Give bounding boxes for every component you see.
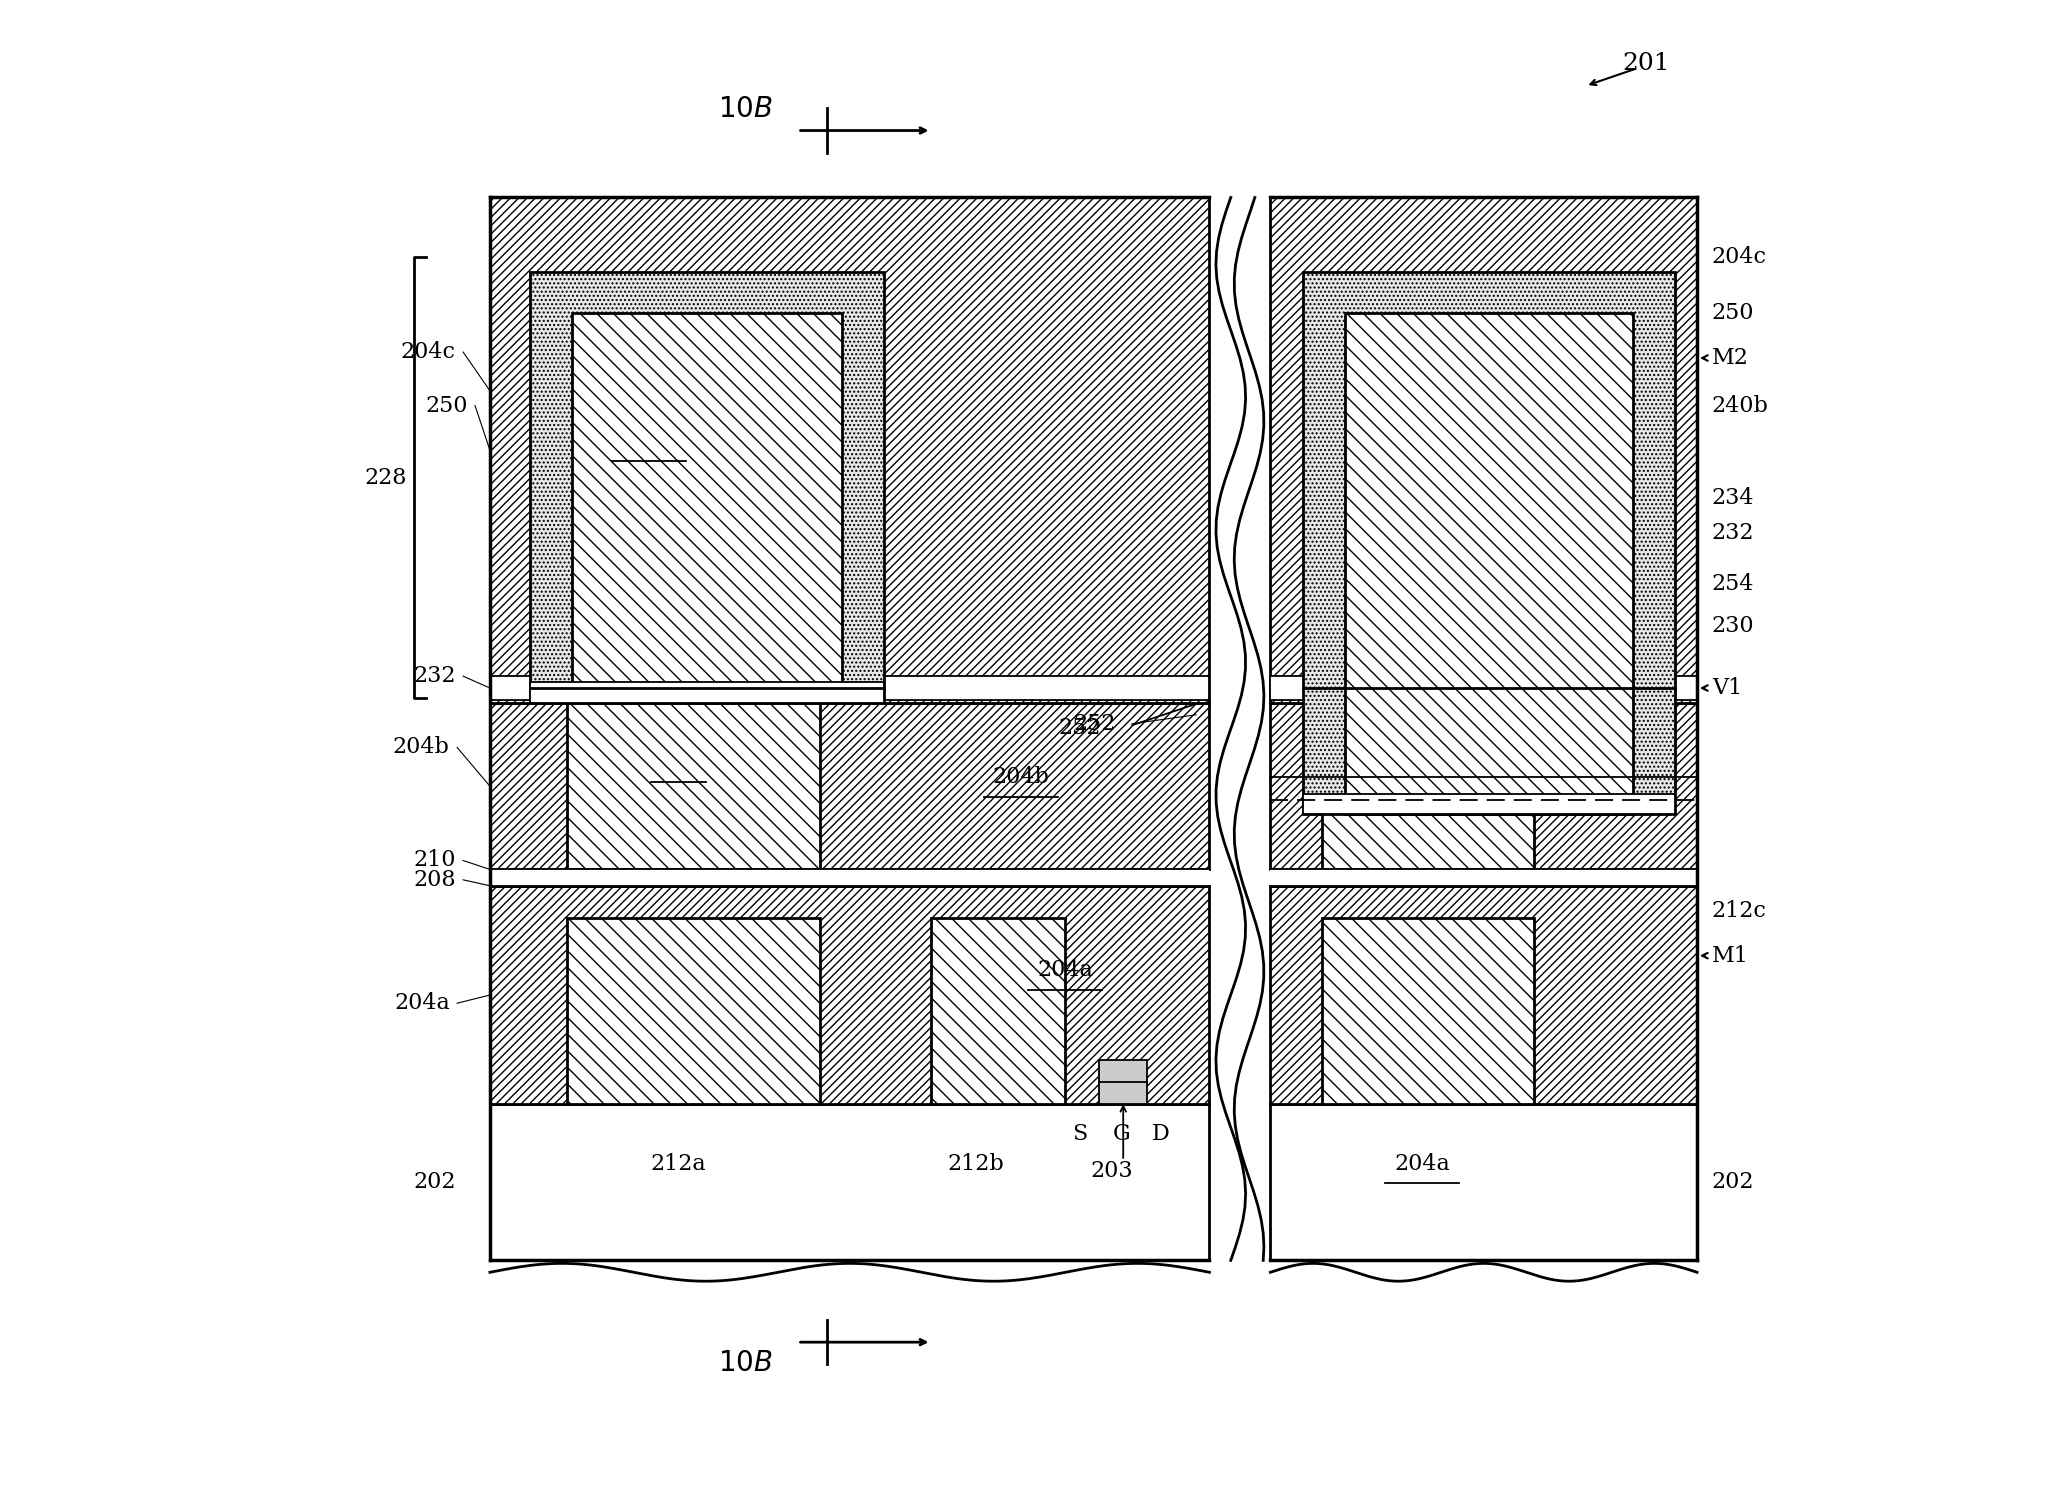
- Text: 240a: 240a: [621, 431, 677, 453]
- Bar: [1100, 1060, 1147, 1105]
- Bar: [1270, 703, 1696, 870]
- Bar: [1270, 676, 1696, 700]
- Text: 210: 210: [414, 849, 456, 872]
- Bar: [491, 197, 1209, 1260]
- Bar: [567, 703, 820, 870]
- Bar: [1323, 918, 1533, 1105]
- Text: 204c: 204c: [1713, 245, 1767, 268]
- Bar: [491, 885, 1209, 1105]
- Text: 204a: 204a: [1394, 1153, 1450, 1175]
- Text: 250: 250: [425, 395, 468, 417]
- Text: 212a: 212a: [650, 1153, 706, 1175]
- Text: 230: 230: [1713, 614, 1754, 637]
- Text: 204a: 204a: [393, 993, 449, 1014]
- Text: 228: 228: [364, 466, 406, 489]
- Bar: [1303, 794, 1675, 815]
- Text: 240b: 240b: [1713, 395, 1769, 417]
- Bar: [1303, 272, 1675, 815]
- Bar: [572, 314, 843, 703]
- Text: 204a: 204a: [1038, 960, 1093, 982]
- Bar: [491, 197, 1209, 703]
- Text: 204c: 204c: [400, 341, 456, 363]
- Bar: [1344, 314, 1634, 815]
- Bar: [491, 703, 1209, 870]
- Text: 204b: 204b: [992, 767, 1050, 788]
- Bar: [1270, 870, 1696, 885]
- Bar: [1323, 800, 1533, 870]
- Bar: [491, 676, 1209, 700]
- Text: 208: 208: [412, 869, 456, 891]
- Text: 232: 232: [414, 665, 456, 688]
- Bar: [530, 272, 884, 703]
- Text: 202: 202: [414, 1171, 456, 1193]
- Text: 234: 234: [748, 460, 789, 481]
- Bar: [491, 870, 1209, 885]
- Text: $\mathit{10B}$: $\mathit{10B}$: [719, 1350, 772, 1377]
- Text: $\mathit{10B}$: $\mathit{10B}$: [719, 96, 772, 123]
- Text: M2: M2: [1713, 347, 1748, 369]
- Text: S: S: [1073, 1123, 1087, 1145]
- Text: 252: 252: [1073, 713, 1116, 734]
- Text: 206: 206: [657, 752, 700, 773]
- Text: M1: M1: [1713, 945, 1748, 967]
- Text: D: D: [1151, 1123, 1170, 1145]
- Bar: [530, 682, 884, 703]
- Bar: [1270, 1105, 1696, 1260]
- Text: 212b: 212b: [949, 1153, 1004, 1175]
- Text: G: G: [1112, 1123, 1131, 1145]
- Text: 234: 234: [1713, 487, 1754, 508]
- Text: 202: 202: [1713, 1171, 1754, 1193]
- Bar: [932, 918, 1064, 1105]
- Text: 203: 203: [1089, 1160, 1133, 1183]
- Bar: [1270, 197, 1696, 703]
- Bar: [567, 918, 820, 1105]
- Text: 212c: 212c: [1713, 900, 1767, 922]
- Bar: [1270, 885, 1696, 1105]
- Text: 254: 254: [1713, 573, 1754, 595]
- Text: 252: 252: [1058, 718, 1102, 739]
- Text: 204b: 204b: [393, 737, 449, 758]
- Text: 201: 201: [1624, 52, 1669, 75]
- Text: 250: 250: [1713, 302, 1754, 324]
- Bar: [1270, 197, 1696, 1260]
- Text: 232: 232: [1713, 522, 1754, 544]
- Bar: [491, 1105, 1209, 1260]
- Text: V1: V1: [1713, 677, 1742, 700]
